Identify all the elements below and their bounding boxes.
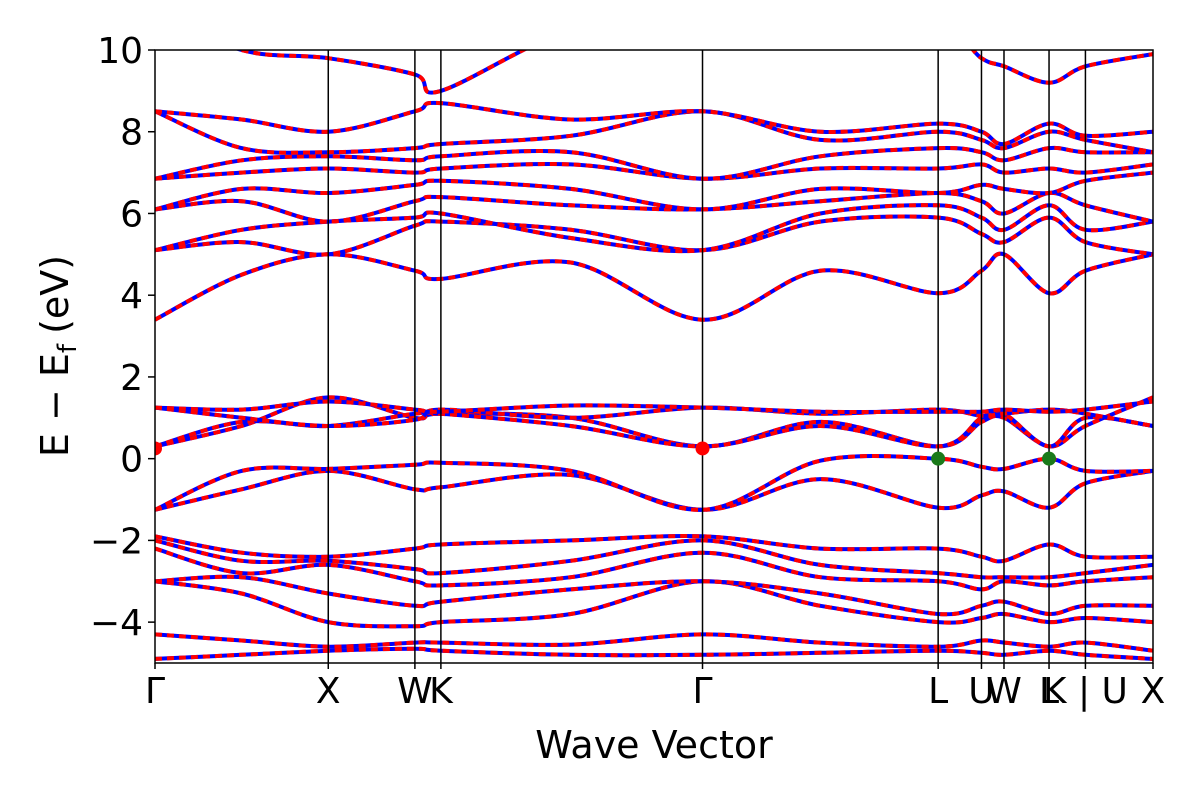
- band-line-spin-up: [155, 454, 1153, 512]
- band-line-spin-up: [155, 546, 1153, 592]
- x-tick-label: L: [1039, 671, 1059, 712]
- x-tick-label: Γ: [692, 671, 712, 712]
- band-line-spin-up: [155, 574, 1153, 617]
- cbm-marker: [695, 441, 710, 456]
- x-tick-label: L: [928, 671, 948, 712]
- x-tick-label: W: [397, 671, 433, 712]
- x-tick-label: K | U: [1043, 671, 1128, 712]
- y-tick-label: 10: [97, 31, 143, 72]
- band-line-spin-up: [155, 100, 1153, 147]
- x-tick-label: X: [316, 671, 341, 712]
- vbm-marker: [931, 451, 946, 466]
- x-tick-label: W: [986, 671, 1022, 712]
- x-tick-label: X: [1141, 671, 1166, 712]
- band-line-spin-down: [155, 145, 1153, 181]
- y-tick-label: −2: [90, 521, 143, 562]
- band-line-spin-up: [155, 395, 1153, 449]
- y-tick-label: 6: [120, 194, 143, 235]
- y-axis-label-main: E − E: [33, 353, 77, 457]
- vbm-marker: [1042, 451, 1057, 466]
- y-tick-label: 8: [120, 113, 143, 154]
- y-tick-label: −4: [90, 603, 143, 644]
- x-tick-label: K: [429, 671, 454, 712]
- high-symmetry-lines: [327, 50, 1087, 663]
- y-axis-label-subscript: f: [53, 343, 83, 353]
- y-axis-label-unit: (eV): [33, 255, 77, 334]
- x-axis-label: Wave Vector: [535, 723, 773, 767]
- plot-frame: [154, 49, 1154, 664]
- band-line-spin-up: [155, 399, 1153, 415]
- x-tick-label: Γ: [145, 671, 165, 712]
- band-line-spin-up: [155, 538, 1153, 580]
- band-line-spin-up: [155, 632, 1153, 653]
- band-line-spin-up: [155, 646, 1153, 661]
- cbm-marker: [155, 441, 162, 456]
- y-tick-label: 4: [120, 276, 143, 317]
- y-axis-label: E − Ef (eV): [33, 255, 83, 457]
- band-line-spin-down: [155, 170, 1153, 212]
- y-tick-label: 2: [120, 358, 143, 399]
- y-tick-label: 0: [120, 440, 143, 481]
- extrema-markers: [155, 441, 1057, 466]
- band-line-spin-up: [235, 50, 1153, 95]
- x-tick-label: U: [968, 671, 994, 712]
- bands-layer: [155, 50, 1153, 661]
- band-line-spin-up: [155, 534, 1153, 564]
- y-axis-ticks: −4 −2 0 2 4 6 8 10: [90, 31, 155, 644]
